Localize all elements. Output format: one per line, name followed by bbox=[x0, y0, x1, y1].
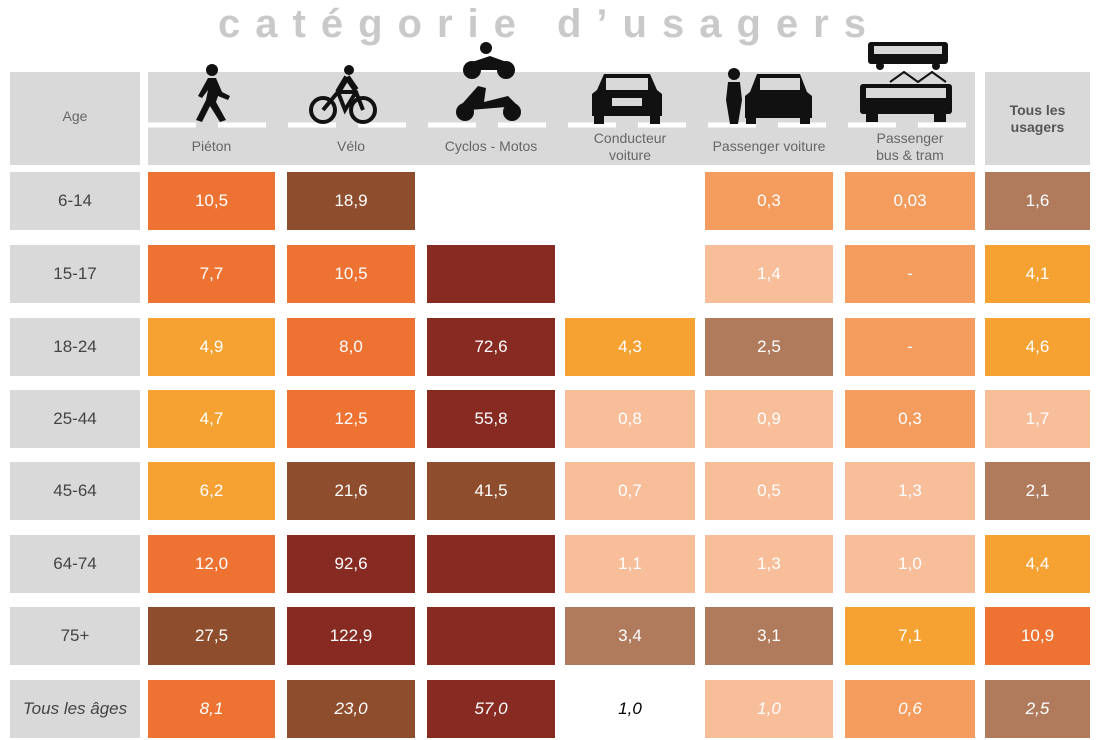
value-cell: 3,1 bbox=[705, 607, 833, 665]
value-cell: 18,9 bbox=[287, 172, 415, 230]
column-header: Vélo bbox=[336, 138, 366, 154]
value-cell: 3,4 bbox=[565, 607, 695, 665]
value-cell: 92,6 bbox=[287, 535, 415, 593]
value-cell: 2,5 bbox=[985, 680, 1090, 738]
value-cell: 1,1 bbox=[565, 535, 695, 593]
value-cell: 2,1 bbox=[985, 462, 1090, 520]
age-header: Age bbox=[62, 108, 88, 124]
age-header-box bbox=[10, 72, 140, 165]
value-cell: - bbox=[845, 245, 975, 303]
value-cell: 4,4 bbox=[985, 535, 1090, 593]
age-cell: 75+ bbox=[10, 607, 140, 665]
value-cell: 0,03 bbox=[845, 172, 975, 230]
age-cell: 6-14 bbox=[10, 172, 140, 230]
value-cell: 7,7 bbox=[148, 245, 275, 303]
value-cell: 12,5 bbox=[287, 390, 415, 448]
column-header: Passenger bus & tram bbox=[876, 130, 944, 163]
age-cell: 64-74 bbox=[10, 535, 140, 593]
header-band bbox=[148, 42, 975, 165]
value-cell: 0,7 bbox=[565, 462, 695, 520]
column-header: Cyclos - Motos bbox=[444, 138, 538, 154]
value-cell: 4,3 bbox=[565, 318, 695, 376]
icon-bicycle bbox=[309, 65, 377, 124]
value-cell: - bbox=[845, 318, 975, 376]
column-header: Piéton bbox=[191, 138, 232, 154]
road bbox=[148, 72, 975, 165]
value-cell: 12,0 bbox=[148, 535, 275, 593]
value-cell bbox=[427, 607, 555, 665]
value-cell: 6,2 bbox=[148, 462, 275, 520]
value-cell: 57,0 bbox=[427, 680, 555, 738]
value-cell: 1,0 bbox=[565, 680, 695, 738]
value-cell: 27,5 bbox=[148, 607, 275, 665]
icon-car bbox=[592, 74, 662, 124]
value-cell: 1,4 bbox=[705, 245, 833, 303]
value-cell: 55,8 bbox=[427, 390, 555, 448]
value-cell: 0,6 bbox=[845, 680, 975, 738]
icon-pedestrian bbox=[196, 64, 230, 122]
value-cell: 41,5 bbox=[427, 462, 555, 520]
icon-moto bbox=[456, 42, 521, 121]
age-cell: 45-64 bbox=[10, 462, 140, 520]
age-cell: 18-24 bbox=[10, 318, 140, 376]
column-header: Conducteur voiture bbox=[593, 130, 667, 163]
value-cell: 1,3 bbox=[845, 462, 975, 520]
value-cell: 0,8 bbox=[565, 390, 695, 448]
value-cell: 0,5 bbox=[705, 462, 833, 520]
icon-passenger bbox=[726, 68, 812, 124]
value-cell: 4,1 bbox=[985, 245, 1090, 303]
value-cell: 10,5 bbox=[148, 172, 275, 230]
value-cell: 1,6 bbox=[985, 172, 1090, 230]
value-cell: 1,0 bbox=[705, 680, 833, 738]
value-cell: 7,1 bbox=[845, 607, 975, 665]
value-cell: 2,5 bbox=[705, 318, 833, 376]
value-cell bbox=[427, 245, 555, 303]
total-header: Tous les usagers bbox=[1009, 102, 1066, 135]
value-cell: 1,7 bbox=[985, 390, 1090, 448]
value-cell: 4,7 bbox=[148, 390, 275, 448]
value-cell: 10,9 bbox=[985, 607, 1090, 665]
icon-bus-tram bbox=[860, 42, 952, 122]
total-header-box bbox=[985, 72, 1090, 165]
age-cell: Tous les âges bbox=[10, 680, 140, 738]
value-cell: 0,3 bbox=[845, 390, 975, 448]
value-cell: 0,3 bbox=[705, 172, 833, 230]
age-cell: 25-44 bbox=[10, 390, 140, 448]
value-cell: 1,3 bbox=[705, 535, 833, 593]
value-cell: 4,6 bbox=[985, 318, 1090, 376]
value-cell: 122,9 bbox=[287, 607, 415, 665]
value-cell: 23,0 bbox=[287, 680, 415, 738]
value-cell: 8,1 bbox=[148, 680, 275, 738]
value-cell: 21,6 bbox=[287, 462, 415, 520]
value-cell: 72,6 bbox=[427, 318, 555, 376]
value-cell: 0,9 bbox=[705, 390, 833, 448]
title: catégorie d’usagers bbox=[218, 2, 881, 46]
age-cell: 15-17 bbox=[10, 245, 140, 303]
value-cell: 10,5 bbox=[287, 245, 415, 303]
value-cell: 8,0 bbox=[287, 318, 415, 376]
value-cell: 4,9 bbox=[148, 318, 275, 376]
value-cell: 1,0 bbox=[845, 535, 975, 593]
value-cell bbox=[427, 535, 555, 593]
column-header: Passenger voiture bbox=[712, 138, 826, 154]
